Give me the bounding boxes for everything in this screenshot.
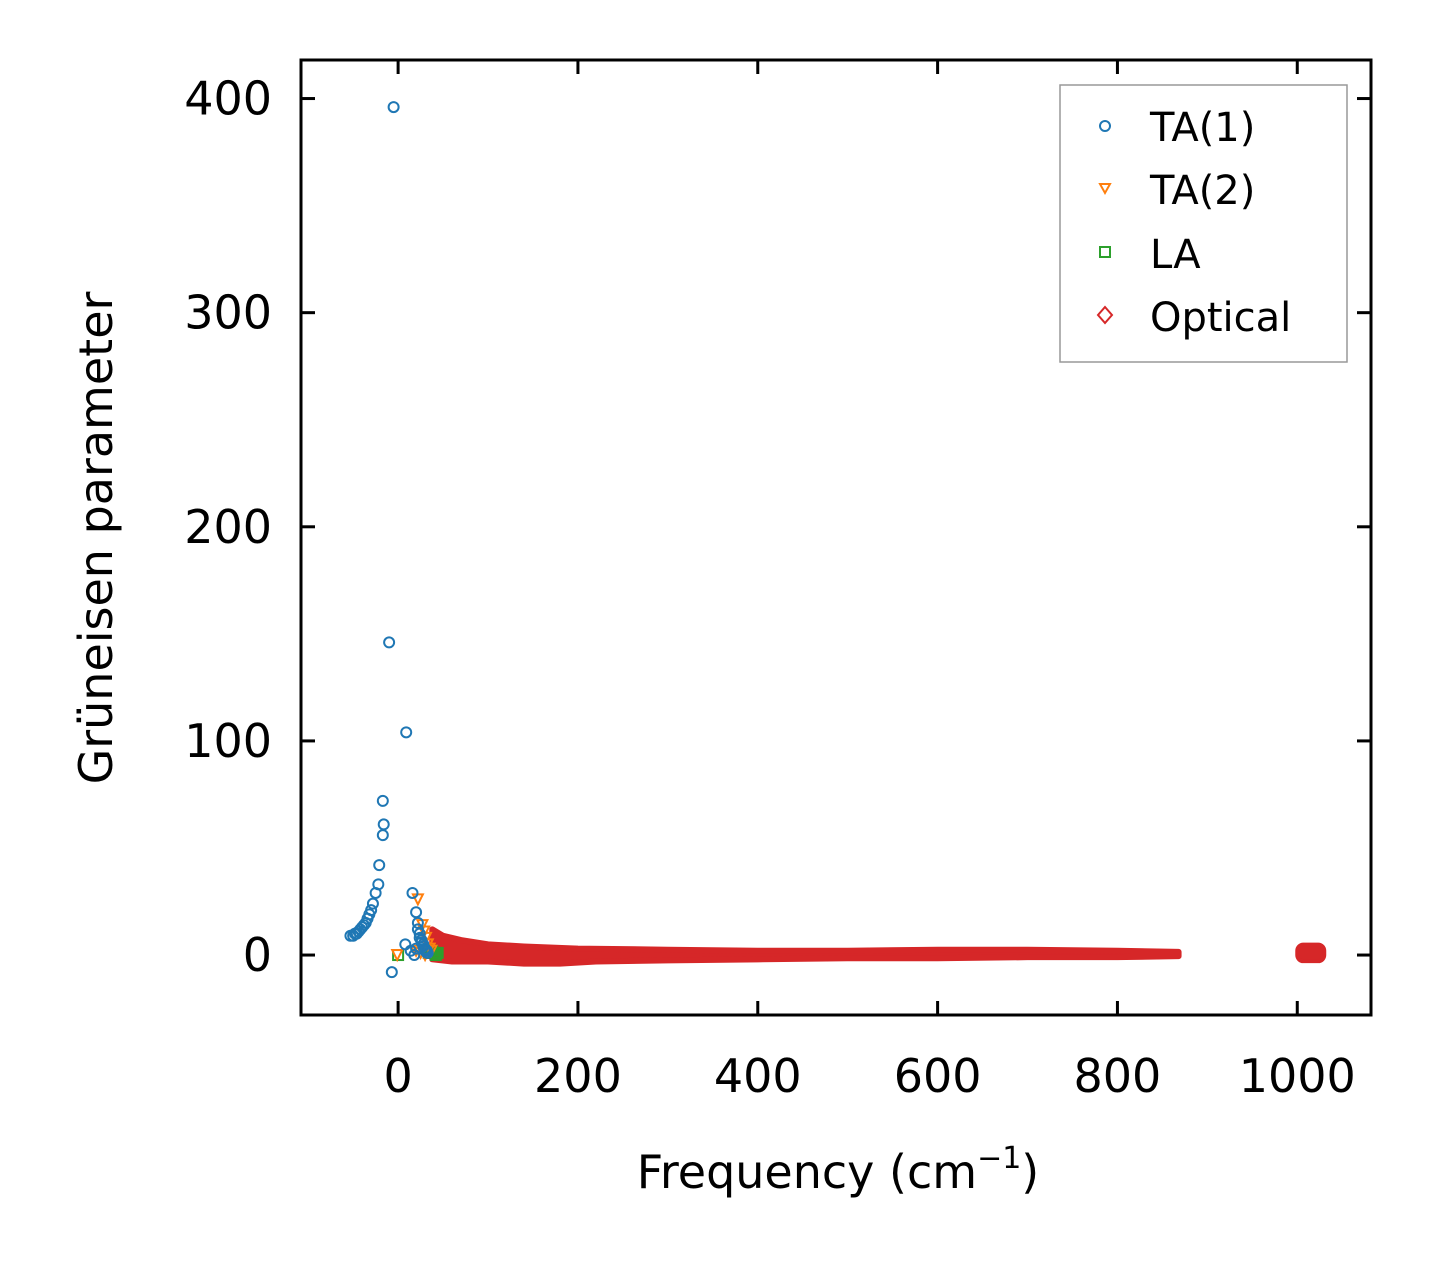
- x-axis-label-superscript: −1: [977, 1141, 1021, 1176]
- point-ta1: [400, 726, 413, 739]
- x-axis-label-suffix: ): [1021, 1145, 1039, 1199]
- legend-marker-la: [1099, 246, 1111, 258]
- point-ta1: [404, 944, 417, 957]
- point-ta1: [399, 938, 412, 951]
- legend-item-ta1: TA(1): [1099, 105, 1255, 151]
- plot-area: 0 200 400 600 800 1000 0 100 200 300 400: [184, 58, 1373, 1103]
- point-ta1: [377, 818, 390, 831]
- legend-marker-ta2: [1098, 183, 1112, 196]
- y-tick-label: 200: [184, 500, 272, 554]
- legend-item-ta2: TA(2): [1098, 168, 1255, 214]
- point-ta1: [421, 946, 434, 959]
- y-tick-label: 400: [184, 72, 272, 126]
- x-tick-label: 1000: [1239, 1049, 1356, 1103]
- legend-label-ta1: TA(1): [1149, 105, 1255, 151]
- y-axis-label: Grüneisen parameter: [69, 291, 123, 784]
- x-tick-label: 800: [1074, 1049, 1162, 1103]
- y-tick-label: 0: [243, 928, 272, 982]
- point-ta2: [390, 949, 404, 963]
- legend-item-la: LA: [1099, 232, 1201, 278]
- y-tick-label: 300: [184, 286, 272, 340]
- point-ta1: [410, 942, 423, 955]
- point-ta1: [376, 829, 389, 842]
- x-axis-label-main: Frequency (cm: [637, 1145, 977, 1199]
- legend-marker-optical: [1096, 305, 1114, 325]
- point-ta1: [366, 897, 379, 910]
- legend-label-ta2: TA(2): [1149, 168, 1255, 214]
- point-ta1: [410, 906, 423, 919]
- x-tick-label: 0: [383, 1049, 412, 1103]
- legend: TA(1) TA(2) LA Optical: [1059, 84, 1348, 363]
- legend-label-la: LA: [1150, 232, 1201, 278]
- optical-band: [429, 926, 1182, 967]
- point-ta1: [376, 794, 389, 807]
- x-tick-label: 600: [894, 1049, 982, 1103]
- point-ta1: [385, 966, 398, 979]
- x-tick-label: 200: [534, 1049, 622, 1103]
- x-tick-label: 400: [714, 1049, 802, 1103]
- point-ta1: [406, 886, 419, 899]
- point-ta1: [387, 101, 400, 114]
- legend-label-optical: Optical: [1150, 295, 1291, 341]
- point-ta1: [373, 859, 386, 872]
- point-ta1: [344, 929, 357, 942]
- optical-cluster: [1295, 942, 1327, 964]
- point-ta2: [411, 893, 425, 907]
- point-ta1: [383, 636, 396, 649]
- legend-marker-ta1: [1099, 120, 1111, 132]
- axes-frame: [299, 58, 1373, 1017]
- legend-item-optical: Optical: [1096, 295, 1291, 341]
- point-ta1: [413, 927, 426, 940]
- tick-layer: 0 200 400 600 800 1000 0 100 200 300 400: [184, 60, 1371, 1103]
- x-axis-label: Frequency (cm−1): [637, 1141, 1040, 1199]
- data-layer: [344, 101, 1327, 979]
- point-ta1: [369, 886, 382, 899]
- y-tick-label: 100: [184, 714, 272, 768]
